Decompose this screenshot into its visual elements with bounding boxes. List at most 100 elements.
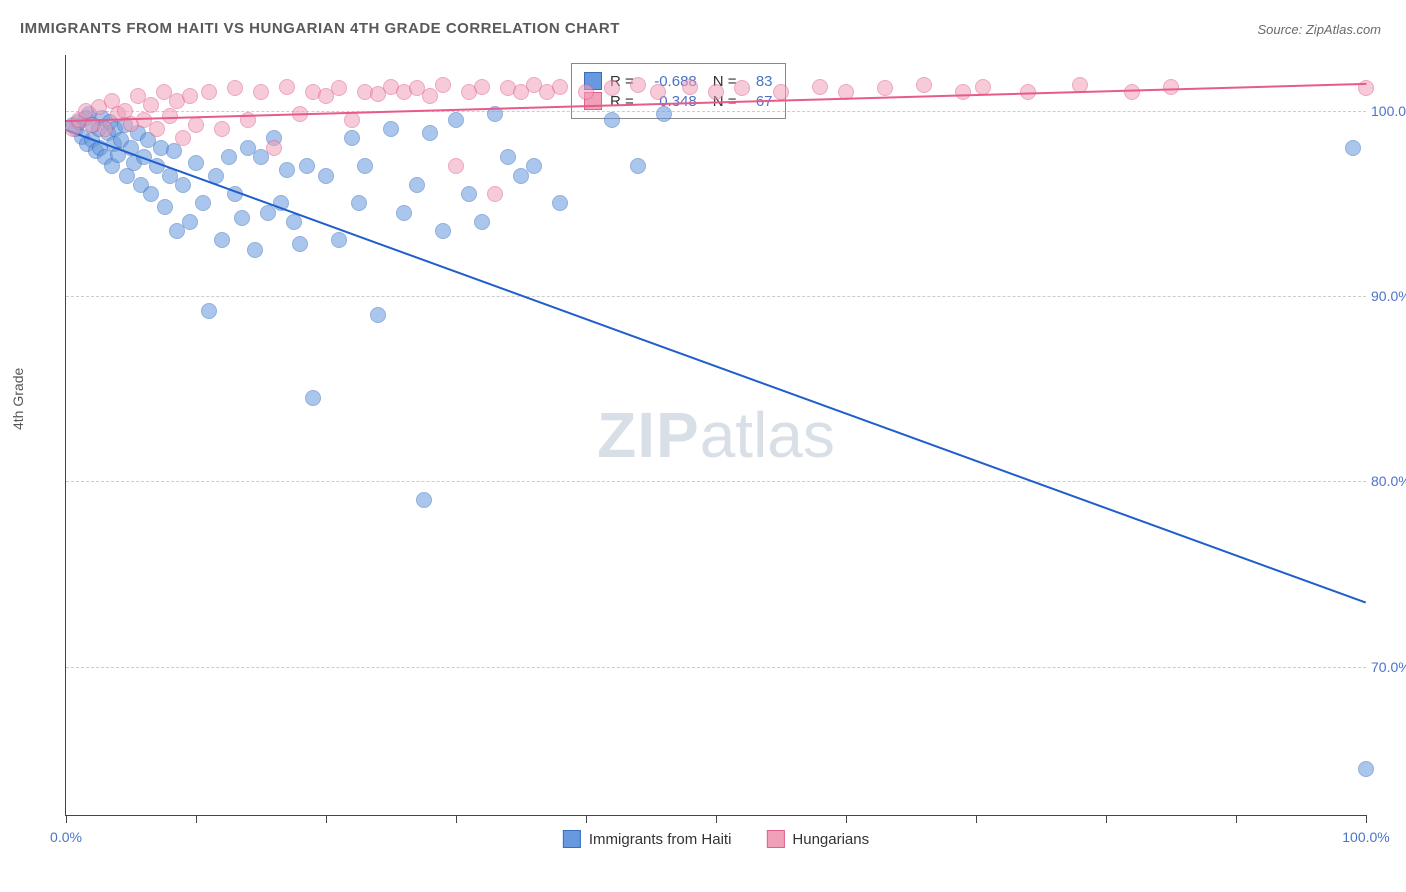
data-point (1345, 140, 1361, 156)
data-point (526, 158, 542, 174)
data-point (578, 84, 594, 100)
data-point (955, 84, 971, 100)
data-point (812, 79, 828, 95)
legend-swatch (766, 830, 784, 848)
gridline-h (66, 481, 1366, 482)
x-tick-label: 0.0% (50, 829, 82, 845)
gridline-h (66, 667, 1366, 668)
data-point (604, 112, 620, 128)
data-point (97, 121, 113, 137)
x-tick (716, 815, 717, 823)
data-point (344, 112, 360, 128)
data-point (708, 84, 724, 100)
data-point (253, 84, 269, 100)
data-point (143, 97, 159, 113)
y-tick-label: 90.0% (1371, 288, 1406, 304)
data-point (448, 112, 464, 128)
data-point (409, 177, 425, 193)
data-point (214, 121, 230, 137)
data-point (227, 80, 243, 96)
x-tick (66, 815, 67, 823)
data-point (630, 158, 646, 174)
gridline-h (66, 111, 1366, 112)
data-point (552, 195, 568, 211)
y-tick-label: 100.0% (1371, 103, 1406, 119)
data-point (266, 140, 282, 156)
data-point (396, 205, 412, 221)
data-point (357, 158, 373, 174)
data-point (221, 149, 237, 165)
data-point (247, 242, 263, 258)
data-point (175, 130, 191, 146)
data-point (422, 125, 438, 141)
x-tick (1106, 815, 1107, 823)
legend-item: Hungarians (766, 830, 869, 848)
watermark: ZIPatlas (597, 398, 835, 472)
data-point (416, 492, 432, 508)
data-point (474, 79, 490, 95)
y-tick-label: 80.0% (1371, 473, 1406, 489)
data-point (182, 214, 198, 230)
data-point (318, 168, 334, 184)
data-point (975, 79, 991, 95)
scatter-plot-area: ZIPatlas R =-0.688N =83R =0.348N =67 Imm… (65, 55, 1366, 816)
trend-line (66, 129, 1367, 604)
series-legend: Immigrants from Haiti Hungarians (563, 830, 869, 848)
data-point (422, 88, 438, 104)
data-point (877, 80, 893, 96)
data-point (344, 130, 360, 146)
data-point (331, 80, 347, 96)
data-point (175, 177, 191, 193)
data-point (383, 121, 399, 137)
data-point (299, 158, 315, 174)
data-point (630, 77, 646, 93)
data-point (305, 390, 321, 406)
data-point (157, 199, 173, 215)
x-tick (326, 815, 327, 823)
data-point (448, 158, 464, 174)
x-tick-label: 100.0% (1342, 829, 1389, 845)
data-point (435, 223, 451, 239)
data-point (214, 232, 230, 248)
data-point (279, 162, 295, 178)
data-point (188, 155, 204, 171)
data-point (188, 117, 204, 133)
data-point (234, 210, 250, 226)
data-point (286, 214, 302, 230)
legend-label: Immigrants from Haiti (589, 831, 732, 848)
x-tick (586, 815, 587, 823)
data-point (1163, 79, 1179, 95)
x-tick (976, 815, 977, 823)
legend-item: Immigrants from Haiti (563, 830, 732, 848)
source-attribution: Source: ZipAtlas.com (1257, 22, 1381, 37)
x-tick (1366, 815, 1367, 823)
data-point (474, 214, 490, 230)
data-point (201, 84, 217, 100)
data-point (331, 232, 347, 248)
data-point (682, 79, 698, 95)
data-point (292, 236, 308, 252)
watermark-bold: ZIP (597, 399, 700, 471)
data-point (1358, 761, 1374, 777)
data-point (461, 186, 477, 202)
legend-label: Hungarians (792, 831, 869, 848)
watermark-light: atlas (700, 399, 835, 471)
data-point (552, 79, 568, 95)
y-axis-label: 4th Grade (10, 368, 26, 430)
legend-swatch (563, 830, 581, 848)
data-point (279, 79, 295, 95)
data-point (370, 307, 386, 323)
data-point (656, 106, 672, 122)
data-point (734, 80, 750, 96)
gridline-h (66, 296, 1366, 297)
data-point (149, 121, 165, 137)
data-point (143, 186, 159, 202)
data-point (351, 195, 367, 211)
data-point (604, 80, 620, 96)
chart-title: IMMIGRANTS FROM HAITI VS HUNGARIAN 4TH G… (20, 20, 620, 37)
x-tick (456, 815, 457, 823)
data-point (435, 77, 451, 93)
x-tick (196, 815, 197, 823)
x-tick (1236, 815, 1237, 823)
y-tick-label: 70.0% (1371, 659, 1406, 675)
